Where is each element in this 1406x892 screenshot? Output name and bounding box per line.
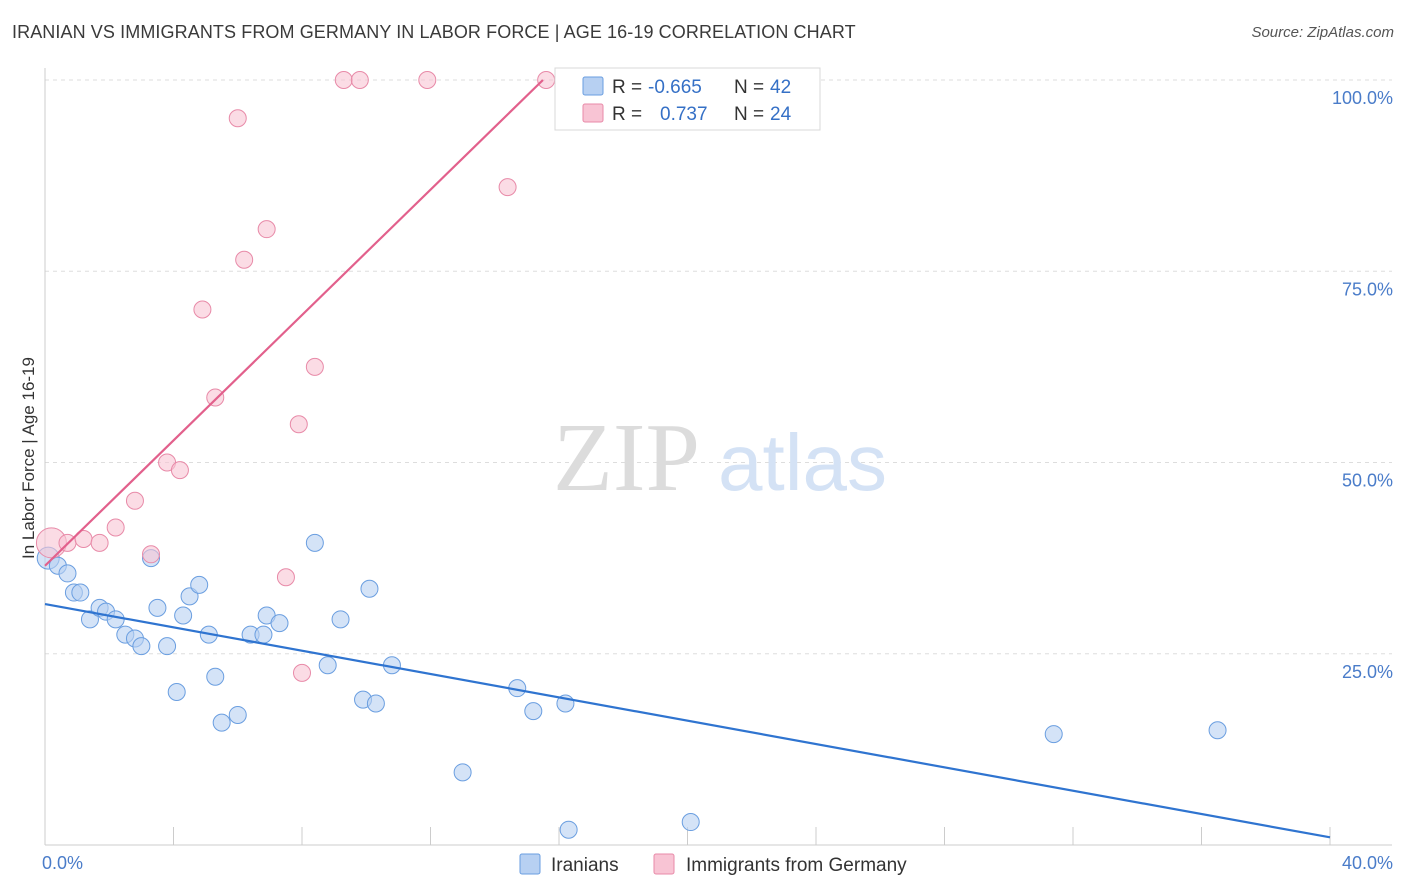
legend-r-value-1: -0.665 xyxy=(648,77,702,98)
gridlines xyxy=(45,79,1392,655)
iranians-point-18 xyxy=(190,575,209,594)
germany-point-3 xyxy=(90,533,109,552)
legend-swatch-germany xyxy=(582,103,604,123)
iranians-point-11 xyxy=(132,637,151,656)
germany-point-21 xyxy=(498,178,517,197)
iranians-point-28 xyxy=(318,656,337,675)
germany-point-10 xyxy=(206,388,225,407)
iranians-point-34 xyxy=(453,763,472,782)
x-tick-label-40: 40.0% xyxy=(1342,853,1393,873)
germany-point-8 xyxy=(170,461,189,480)
watermark-zip: ZIP xyxy=(553,404,700,512)
legend-swatch-iranians xyxy=(582,76,604,96)
legend-n-label-1: N = xyxy=(734,77,764,98)
y-tick-label-100: 100.0% xyxy=(1332,88,1393,108)
germany-point-19 xyxy=(350,71,369,89)
watermark-atlas: atlas xyxy=(718,418,887,507)
legend-n-label-2: N = xyxy=(734,104,764,125)
y-axis-label: In Labor Force | Age 16-19 xyxy=(19,357,38,559)
bottom-legend-swatch-iranians xyxy=(519,853,541,875)
germany-point-6 xyxy=(142,545,161,564)
germany-point-16 xyxy=(293,663,311,682)
tick-labels: 100.0% 75.0% 50.0% 25.0% 0.0% 40.0% xyxy=(42,88,1393,873)
iranians-point-4 xyxy=(71,583,90,602)
germany-point-20 xyxy=(418,71,437,89)
legend-r-value-2: 0.737 xyxy=(660,104,708,125)
germany-point-17 xyxy=(305,357,324,376)
germany-point-14 xyxy=(276,568,295,587)
legend-r-label-1: R = xyxy=(612,77,642,98)
iranians-point-21 xyxy=(212,713,231,732)
iranians-point-41 xyxy=(1208,721,1227,740)
trend-lines xyxy=(44,79,1331,839)
source-label: Source: ZipAtlas.com xyxy=(1251,24,1394,41)
iranians-point-22 xyxy=(228,705,247,724)
iranians-point-24 xyxy=(254,625,273,644)
series-legend: Iranians Immigrants from Germany xyxy=(519,853,907,876)
germany-point-13 xyxy=(257,220,276,239)
germany-points xyxy=(35,71,581,682)
iranians-point-14 xyxy=(158,637,177,656)
germany-trend-line xyxy=(44,79,544,567)
iranians-point-5 xyxy=(80,610,99,629)
chart-title: IRANIAN VS IMMIGRANTS FROM GERMANY IN LA… xyxy=(12,22,856,42)
bottom-legend-swatch-germany xyxy=(653,853,675,875)
iranians-trend-line xyxy=(44,602,1331,839)
iranians-point-39 xyxy=(681,813,700,832)
iranians-point-2 xyxy=(58,564,77,583)
y-tick-label-25: 25.0% xyxy=(1342,662,1393,682)
germany-point-4 xyxy=(106,518,125,537)
iranians-point-40 xyxy=(1044,725,1063,744)
germany-point-15 xyxy=(289,415,308,434)
bottom-legend-germany: Immigrants from Germany xyxy=(686,855,907,876)
y-tick-label-75: 75.0% xyxy=(1342,279,1393,299)
iranians-point-20 xyxy=(206,667,225,686)
germany-point-9 xyxy=(193,300,212,319)
iranians-point-16 xyxy=(174,606,193,625)
iranians-point-36 xyxy=(524,702,543,721)
legend-n-value-1: 42 xyxy=(770,77,791,98)
iranians-point-17 xyxy=(180,587,199,606)
iranians-point-13 xyxy=(148,598,167,617)
germany-point-5 xyxy=(125,491,144,510)
iranians-point-29 xyxy=(331,610,350,629)
x-tick-label-0: 0.0% xyxy=(42,853,83,873)
bottom-legend-iranians: Iranians xyxy=(551,855,619,876)
iranians-point-38 xyxy=(559,820,578,839)
y-tick-label-50: 50.0% xyxy=(1342,471,1393,491)
legend-r-label-2: R = xyxy=(612,104,642,125)
iranians-point-27 xyxy=(305,533,324,552)
iranians-point-15 xyxy=(167,683,186,701)
iranians-point-32 xyxy=(366,694,385,713)
iranians-point-26 xyxy=(270,614,289,633)
iranians-point-31 xyxy=(360,579,379,598)
stats-legend: R = -0.665 N = 42 R = 0.737 N = 24 xyxy=(554,67,821,131)
germany-point-12 xyxy=(235,250,254,269)
germany-point-11 xyxy=(228,109,247,128)
legend-n-value-2: 24 xyxy=(770,104,792,125)
axes xyxy=(44,68,1392,846)
iranians-point-8 xyxy=(106,610,125,629)
germany-point-22 xyxy=(537,71,556,89)
germany-point-18 xyxy=(334,71,353,89)
iranians-points xyxy=(36,533,1227,839)
